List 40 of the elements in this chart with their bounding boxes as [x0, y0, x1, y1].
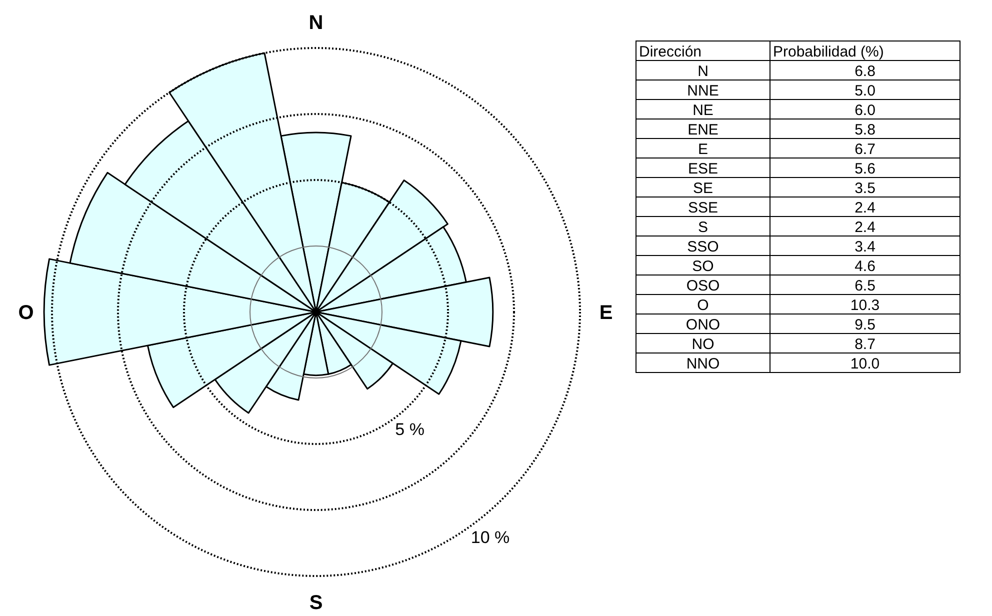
category-label: N — [308, 12, 324, 34]
data-label: 10.0 — [850, 356, 880, 372]
category-label: NNO — [686, 356, 720, 372]
data-label: 6.5 — [854, 278, 876, 294]
data-label: 3.5 — [854, 180, 876, 197]
data-label: 5.6 — [854, 160, 876, 178]
data-label: 6.0 — [854, 102, 876, 119]
category-label: ENE — [688, 122, 718, 138]
data-label: 9.5 — [854, 316, 876, 334]
category-label: NO — [692, 336, 714, 353]
category-label: SE — [692, 180, 714, 197]
category-label: ESE — [688, 160, 718, 178]
category-label: OSO — [686, 278, 720, 294]
category-label: NE — [692, 102, 714, 119]
data-label: 2.4 — [854, 200, 876, 216]
data-label: 4.6 — [854, 258, 876, 275]
data-label: 8.7 — [854, 336, 876, 353]
data-label: 5.8 — [854, 122, 876, 138]
category-label: NNE — [687, 82, 719, 100]
data-label: 10.3 — [850, 297, 880, 314]
text: 5 % — [395, 420, 424, 440]
text: 10 % — [470, 528, 510, 548]
category-label: E — [599, 302, 613, 324]
category-label: O — [697, 297, 709, 314]
data-label: 5.0 — [854, 82, 876, 100]
text: Dirección — [639, 44, 702, 60]
category-label: O — [18, 302, 34, 324]
data-label: 6.7 — [854, 141, 876, 158]
category-label: SSO — [687, 238, 719, 256]
data-label: 6.8 — [854, 63, 876, 80]
category-label: S — [698, 219, 708, 236]
category-label: S — [309, 592, 323, 614]
text: Probabilidad (%) — [773, 44, 884, 60]
category-label: N — [698, 63, 708, 80]
category-label: E — [698, 141, 708, 158]
category-label: SSE — [688, 200, 718, 216]
category-label: ONO — [686, 316, 720, 334]
category-label: SO — [692, 258, 714, 275]
data-label: 3.4 — [854, 238, 876, 256]
data-label: 2.4 — [854, 219, 876, 236]
